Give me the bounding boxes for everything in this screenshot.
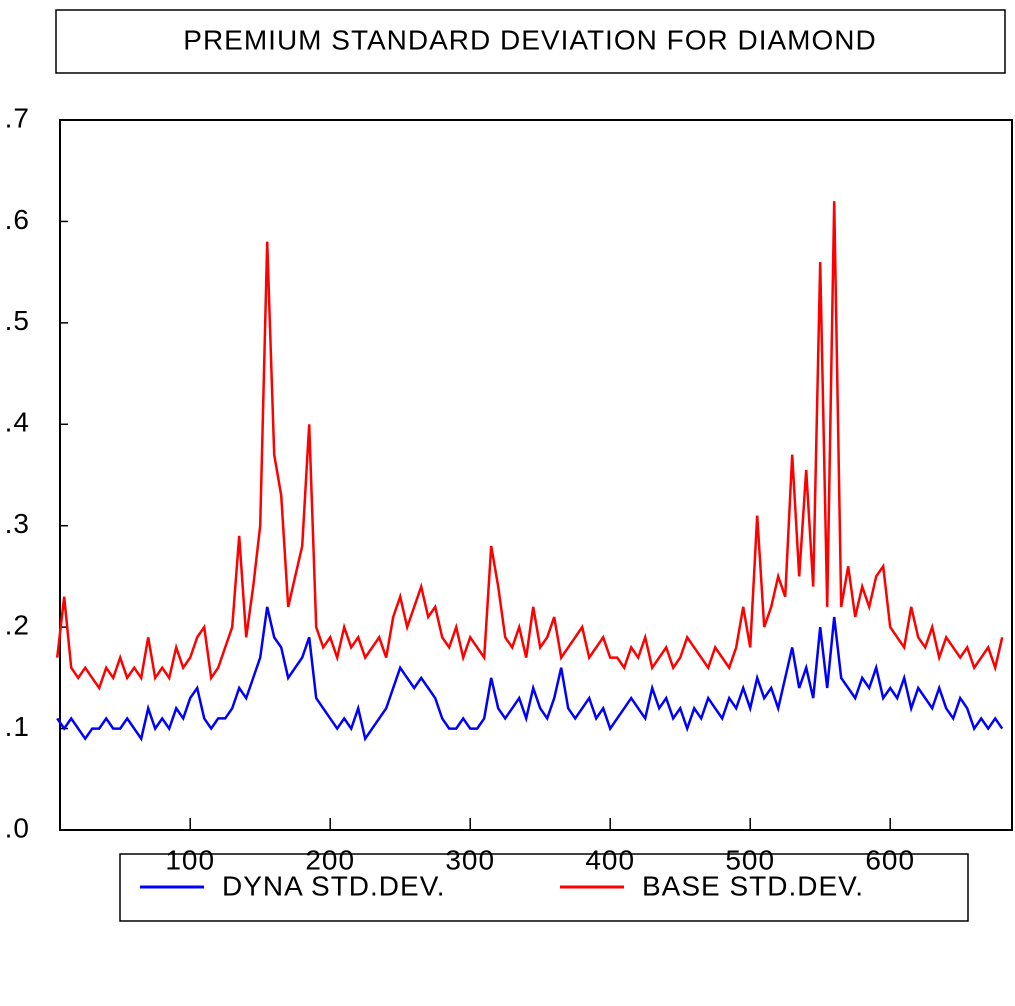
- legend-box: [119, 853, 969, 922]
- legend-label: BASE STD.DEV.: [642, 870, 864, 901]
- y-tick-label: .4: [5, 407, 30, 438]
- y-tick-label: .5: [5, 305, 30, 336]
- y-tick-label: .1: [5, 711, 30, 742]
- title-box: [55, 9, 1006, 74]
- series-line: [56, 606, 1004, 742]
- x-tick-label: 200: [305, 844, 355, 875]
- y-tick-label: .3: [5, 508, 30, 539]
- y-tick-label: .2: [5, 610, 30, 641]
- y-tick-label: .6: [5, 204, 30, 235]
- x-tick-label: 500: [725, 844, 775, 875]
- chart-title: PREMIUM STANDARD DEVIATION FOR DIAMOND: [183, 24, 876, 55]
- y-tick-label: .0: [5, 812, 30, 843]
- plot-frame: [59, 119, 1013, 831]
- legend-label: DYNA STD.DEV.: [222, 870, 446, 901]
- x-tick-label: 400: [585, 844, 635, 875]
- x-tick-label: 100: [165, 844, 215, 875]
- series-line: [55, 201, 1004, 691]
- x-tick-label: 300: [445, 844, 495, 875]
- x-tick-label: 600: [865, 844, 915, 875]
- y-tick-label: .7: [5, 102, 30, 133]
